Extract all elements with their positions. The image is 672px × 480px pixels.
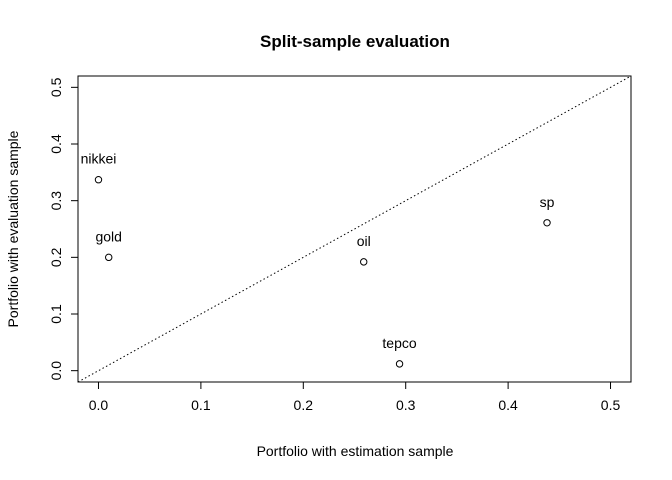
point-label-nikkei: nikkei: [81, 151, 117, 167]
point-label-sp: sp: [540, 194, 555, 210]
data-point-tepco: [395, 360, 404, 368]
x-tick-label: 0.5: [601, 397, 621, 413]
x-tick-label: 0.2: [294, 397, 314, 413]
data-point-gold: [105, 253, 113, 262]
x-axis-label: Portfolio with estimation sample: [257, 443, 454, 459]
x-tick-label: 0.1: [191, 397, 211, 413]
point-label-gold: gold: [95, 228, 121, 244]
y-tick-label: 0.0: [48, 361, 64, 381]
reference-line-y-equals-x: [77, 75, 632, 383]
reference-line-group: [77, 75, 632, 383]
x-tick-label: 0.0: [89, 397, 109, 413]
x-tick-label: 0.3: [396, 397, 416, 413]
y-axis-label: Portfolio with evaluation sample: [5, 130, 21, 327]
data-point-nikkei: [94, 176, 103, 184]
y-axis: 0.0 0.1 0.2 0.3 0.4 0.5: [48, 77, 79, 381]
x-tick-label: 0.4: [498, 397, 518, 413]
data-points: nikkei gold oil tepco sp: [81, 151, 555, 368]
y-tick-label: 0.3: [48, 191, 64, 211]
y-tick-label: 0.1: [48, 304, 64, 324]
point-label-tepco: tepco: [382, 335, 416, 351]
point-label-oil: oil: [357, 233, 371, 249]
data-point-oil: [360, 258, 368, 266]
data-point-sp: [543, 219, 551, 227]
y-tick-label: 0.2: [48, 247, 64, 267]
y-tick-label: 0.4: [48, 134, 64, 154]
chart-title: Split-sample evaluation: [260, 32, 450, 51]
x-axis: 0.0 0.1 0.2 0.3 0.4 0.5: [89, 381, 621, 413]
y-tick-label: 0.5: [48, 77, 64, 97]
